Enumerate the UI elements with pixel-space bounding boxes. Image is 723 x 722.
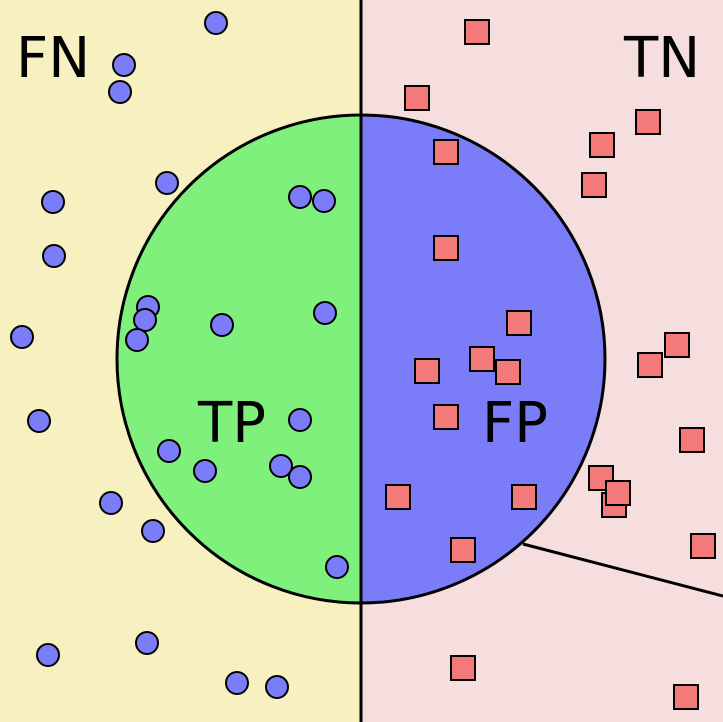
circle-marker — [10, 325, 34, 349]
fn-label: FN — [16, 26, 90, 91]
circle-marker — [313, 301, 337, 325]
square-marker — [664, 332, 690, 358]
square-marker — [589, 132, 615, 158]
square-marker — [635, 109, 661, 135]
square-marker — [385, 484, 411, 510]
circle-marker — [288, 465, 312, 489]
markers-group — [10, 11, 716, 710]
square-marker — [673, 684, 699, 710]
square-marker — [506, 310, 532, 336]
circle-marker — [133, 308, 157, 332]
square-marker — [433, 235, 459, 261]
circle-marker — [155, 171, 179, 195]
circle-marker — [265, 675, 289, 699]
square-marker — [450, 537, 476, 563]
pointer-line — [522, 542, 723, 598]
circle-marker — [269, 454, 293, 478]
circle-marker — [99, 491, 123, 515]
circle-marker — [210, 313, 234, 337]
tp-label: TP — [197, 391, 266, 456]
square-marker — [637, 352, 663, 378]
square-marker — [469, 346, 495, 372]
square-marker — [433, 404, 459, 430]
square-marker — [495, 359, 521, 385]
square-marker — [433, 139, 459, 165]
circle-marker — [288, 185, 312, 209]
circle-marker — [36, 643, 60, 667]
circle-marker — [288, 408, 312, 432]
circle-marker — [125, 328, 149, 352]
square-marker — [605, 480, 631, 506]
square-marker — [450, 655, 476, 681]
square-marker — [404, 85, 430, 111]
square-marker — [511, 484, 537, 510]
circle-marker — [225, 671, 249, 695]
circle-marker — [112, 53, 136, 77]
square-marker — [464, 19, 490, 45]
square-marker — [679, 427, 705, 453]
circle-marker — [193, 459, 217, 483]
fp-label: FP — [482, 391, 548, 456]
square-marker — [690, 533, 716, 559]
tn-label: TN — [623, 26, 700, 91]
circle-marker — [204, 11, 228, 35]
circle-marker — [27, 409, 51, 433]
square-marker — [414, 358, 440, 384]
square-marker — [581, 172, 607, 198]
circle-marker — [135, 631, 159, 655]
circle-marker — [108, 80, 132, 104]
circle-marker — [325, 555, 349, 579]
circle-marker — [42, 244, 66, 268]
circle-marker — [157, 439, 181, 463]
circle-marker — [312, 189, 336, 213]
circle-marker — [141, 519, 165, 543]
circle-marker — [41, 190, 65, 214]
